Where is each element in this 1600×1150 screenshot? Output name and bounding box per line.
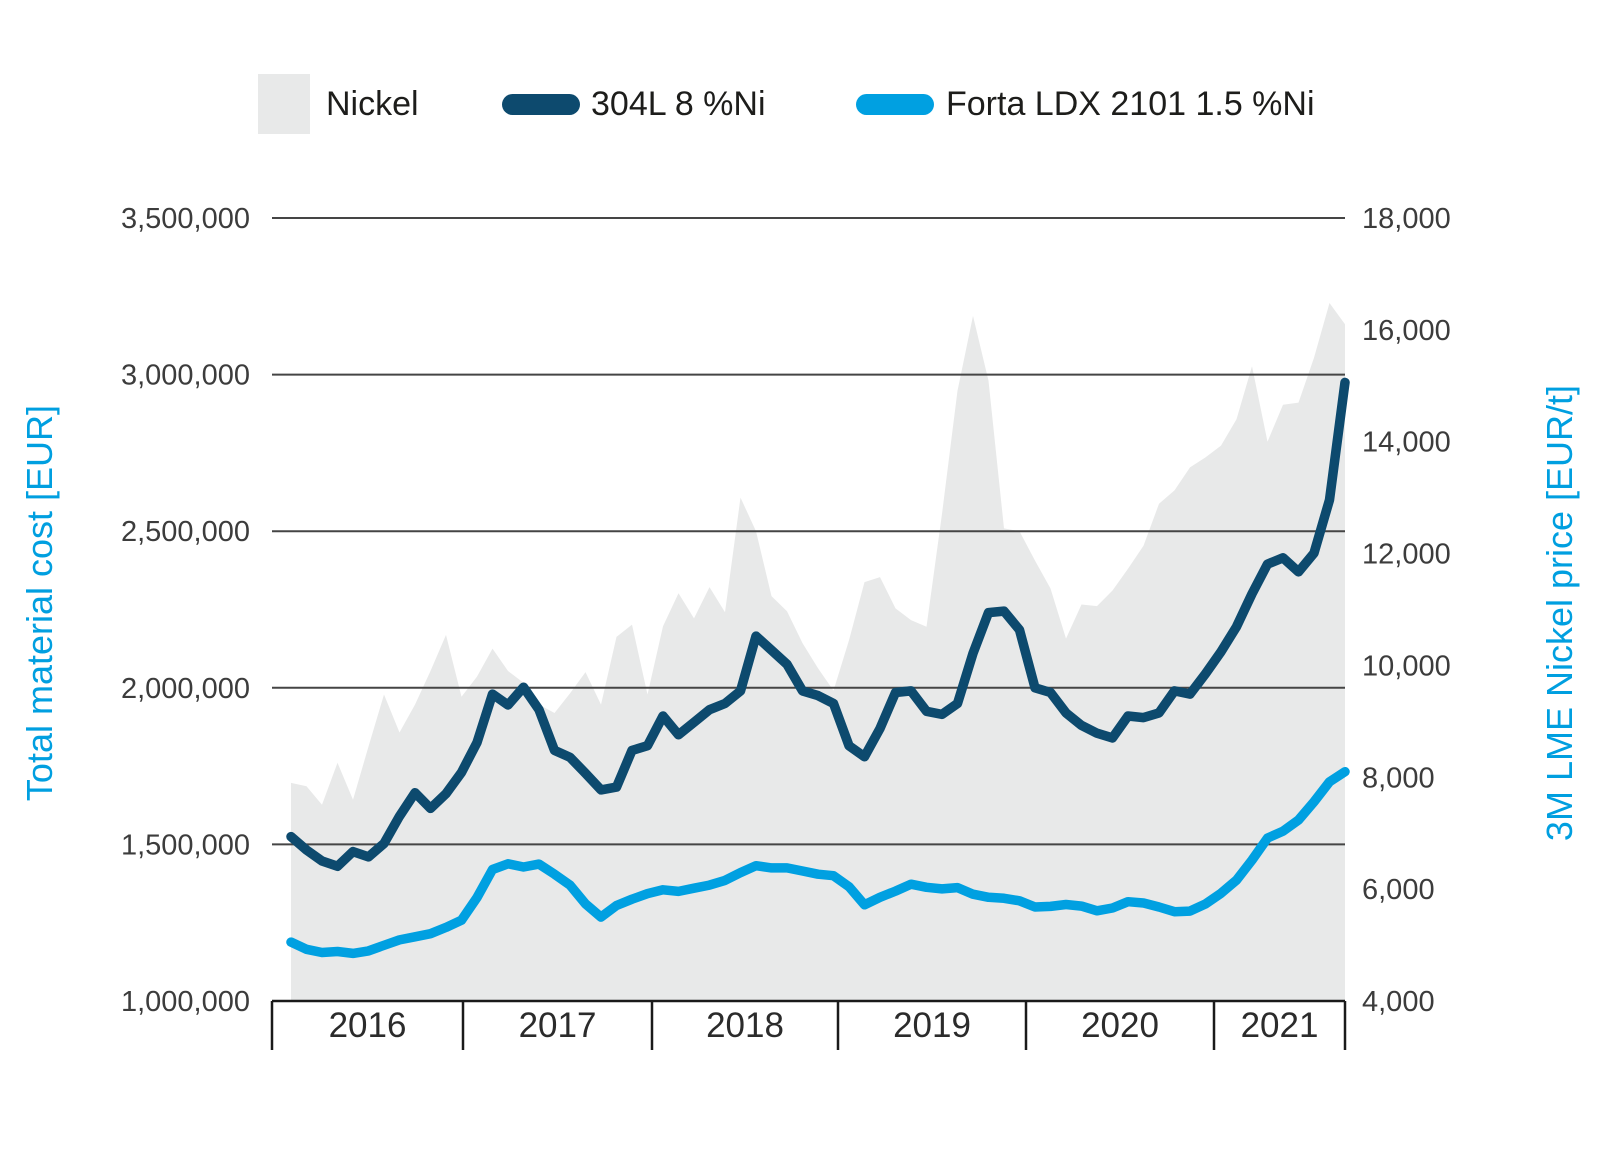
left-axis-tick-label: 3,500,000 (121, 203, 250, 235)
right-axis-tick-label: 16,000 (1362, 315, 1451, 347)
x-axis-year-label: 2016 (329, 1006, 407, 1045)
304l-line-swatch-icon (502, 94, 580, 115)
304l-line-series (286, 377, 1350, 872)
left-axis-tick-label: 1,000,000 (121, 986, 250, 1018)
right-axis-tick-label: 8,000 (1362, 762, 1435, 794)
forta-line-swatch-icon (856, 94, 934, 115)
right-axis-title: 3M LME Nickel price [EUR/t] (1539, 384, 1580, 842)
legend-label-304l: 304L 8 %Ni (591, 85, 766, 123)
x-axis-year-label: 2020 (1081, 1006, 1159, 1045)
legend-label-nickel: Nickel (326, 85, 419, 123)
x-axis-year-label: 2017 (519, 1006, 597, 1045)
forta-line-series (286, 766, 1350, 959)
right-axis-tick-label: 12,000 (1362, 539, 1451, 571)
right-axis-tick-label: 4,000 (1362, 986, 1435, 1018)
x-axis-year-label: 2021 (1241, 1006, 1319, 1045)
x-axis-year-label: 2018 (706, 1006, 784, 1045)
nickel-area-swatch-icon (258, 74, 310, 134)
legend-label-forta: Forta LDX 2101 1.5 %Ni (946, 85, 1315, 123)
right-axis-tick-label: 10,000 (1362, 650, 1451, 682)
right-axis-tick-label: 6,000 (1362, 874, 1435, 906)
x-axis-year-label: 2019 (893, 1006, 971, 1045)
left-axis-title: Total material cost [EUR] (19, 404, 60, 802)
left-axis-tick-label: 1,500,000 (121, 829, 250, 861)
left-axis-tick-label: 2,500,000 (121, 516, 250, 548)
nickel-area-series (291, 303, 1345, 1001)
right-axis-tick-label: 14,000 (1362, 427, 1451, 459)
right-axis-tick-label: 18,000 (1362, 203, 1451, 235)
left-axis-tick-label: 3,000,000 (121, 360, 250, 392)
left-axis-tick-label: 2,000,000 (121, 673, 250, 705)
